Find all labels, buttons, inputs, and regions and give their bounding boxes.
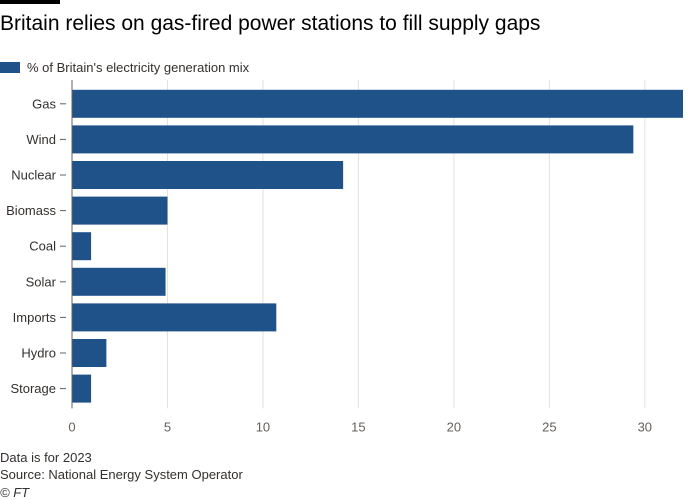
x-tick-label: 25 xyxy=(542,419,556,434)
y-tick-label: Hydro xyxy=(21,346,56,361)
bar-chart: 0 5 10 15 20 25 30 Gas Wind Nuclear Biomass Coal Sol… xyxy=(6,80,683,434)
y-tick-label: Biomass xyxy=(6,203,56,218)
note-source: Source: National Energy System Operator xyxy=(0,467,243,482)
y-tick-label: Coal xyxy=(29,239,56,254)
bar-hydro xyxy=(72,339,107,367)
legend-swatch xyxy=(0,62,20,73)
x-tick-label: 0 xyxy=(68,419,75,434)
y-tick-label: Gas xyxy=(32,96,56,111)
legend: % of Britain's electricity generation mi… xyxy=(0,60,249,75)
legend-label: % of Britain's electricity generation mi… xyxy=(27,60,250,75)
note-data-year: Data is for 2023 xyxy=(0,450,92,465)
y-tick-label: Storage xyxy=(10,381,56,396)
x-tick-label: 10 xyxy=(256,419,270,434)
bar-nuclear xyxy=(72,161,344,189)
brand-bar xyxy=(0,0,60,4)
y-tick-label: Solar xyxy=(26,274,57,289)
x-tick-label: 20 xyxy=(447,419,461,434)
bar-wind xyxy=(72,125,634,154)
chart-title: Britain relies on gas-fired power statio… xyxy=(0,12,541,35)
y-tick-label: Nuclear xyxy=(11,168,56,183)
bar-coal xyxy=(72,232,92,261)
y-tick-label: Imports xyxy=(13,310,57,325)
x-tick-label: 5 xyxy=(164,419,171,434)
note-copyright: © FT xyxy=(0,485,30,500)
bar-solar xyxy=(72,267,166,296)
x-tick-label: 15 xyxy=(351,419,365,434)
bar-storage xyxy=(72,374,92,403)
x-tick-label: 30 xyxy=(638,419,652,434)
bar-imports xyxy=(72,303,277,332)
bar-gas xyxy=(72,89,683,118)
y-tick-label: Wind xyxy=(26,132,56,147)
bar-biomass xyxy=(72,196,168,225)
